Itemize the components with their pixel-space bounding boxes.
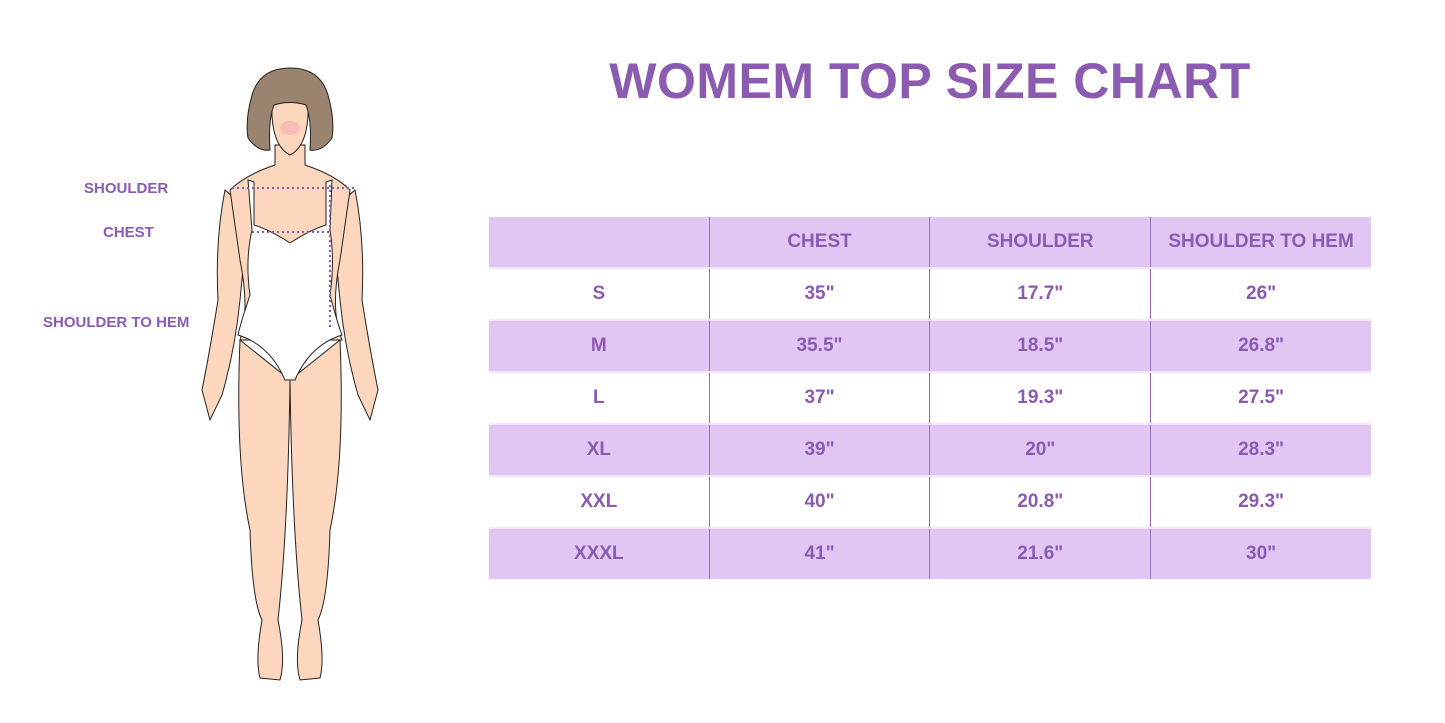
size-chart-table: CHEST SHOULDER SHOULDER TO HEM S 35" 17.… xyxy=(489,217,1371,579)
table-row: L 37" 19.3" 27.5" xyxy=(489,371,1371,424)
shoulder-cell: 20" xyxy=(929,423,1151,476)
shoulder-to-hem-cell: 28.3" xyxy=(1150,423,1371,476)
shoulder-to-hem-cell: 30" xyxy=(1150,527,1371,579)
table-row: XXXL 41" 21.6" 30" xyxy=(489,527,1371,579)
size-cell: L xyxy=(489,371,710,424)
size-cell: S xyxy=(489,267,710,320)
header-cell xyxy=(489,217,710,268)
shoulder-cell: 18.5" xyxy=(929,319,1151,372)
chest-cell: 41" xyxy=(708,527,930,579)
chest-cell: 35.5" xyxy=(708,319,930,372)
size-cell: XL xyxy=(489,423,710,476)
shoulder-label: SHOULDER xyxy=(84,180,169,197)
size-cell: XXL xyxy=(489,475,710,528)
table-row: M 35.5" 18.5" 26.8" xyxy=(489,319,1371,372)
chest-cell: 37" xyxy=(708,371,930,424)
table-row: XL 39" 20" 28.3" xyxy=(489,423,1371,476)
chest-cell: 39" xyxy=(708,423,930,476)
shoulder-to-hem-cell: 29.3" xyxy=(1150,475,1371,528)
body-figure-illustration xyxy=(201,67,379,681)
shoulder-cell: 21.6" xyxy=(929,527,1151,579)
size-cell: XXXL xyxy=(489,527,710,579)
chest-label: CHEST xyxy=(103,224,154,241)
shoulder-cell: 19.3" xyxy=(929,371,1151,424)
table-row: XXL 40" 20.8" 29.3" xyxy=(489,475,1371,528)
page-title: WOMEM TOP SIZE CHART xyxy=(609,53,1251,109)
chest-cell: 35" xyxy=(708,267,930,320)
shoulder-cell: 20.8" xyxy=(929,475,1151,528)
table-header-row: CHEST SHOULDER SHOULDER TO HEM xyxy=(489,217,1371,268)
size-cell: M xyxy=(489,319,710,372)
header-cell: SHOULDER TO HEM xyxy=(1150,217,1371,268)
table-row: S 35" 17.7" 26" xyxy=(489,267,1371,320)
shoulder-cell: 17.7" xyxy=(929,267,1151,320)
shoulder-to-hem-cell: 26" xyxy=(1150,267,1371,320)
shoulder-to-hem-cell: 26.8" xyxy=(1150,319,1371,372)
chest-cell: 40" xyxy=(708,475,930,528)
header-cell: SHOULDER xyxy=(929,217,1151,268)
shoulder-to-hem-label: SHOULDER TO HEM xyxy=(43,314,190,331)
shoulder-to-hem-cell: 27.5" xyxy=(1150,371,1371,424)
header-cell: CHEST xyxy=(708,217,930,268)
